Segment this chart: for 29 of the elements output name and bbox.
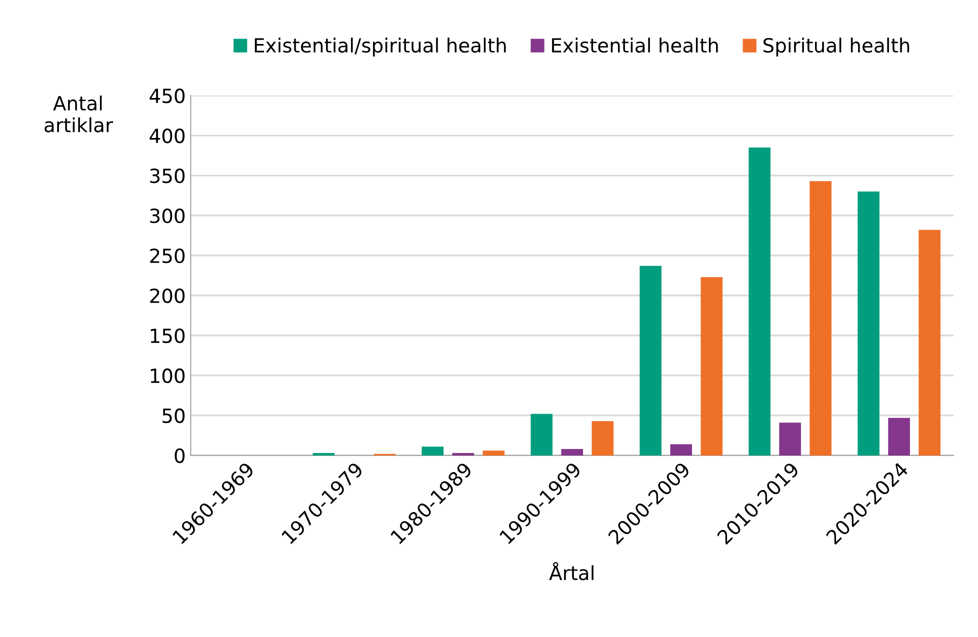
bar bbox=[888, 418, 910, 456]
bar bbox=[670, 444, 692, 456]
legend-label: Existential health bbox=[552, 38, 718, 53]
bar bbox=[700, 277, 723, 456]
y-tick-label: 350 bbox=[150, 168, 185, 184]
y-tick-label: 200 bbox=[150, 288, 185, 304]
y-tick-label: 0 bbox=[174, 448, 185, 464]
bar bbox=[592, 421, 614, 456]
bar bbox=[858, 192, 880, 456]
bar bbox=[561, 449, 584, 456]
y-tick-label: 50 bbox=[162, 408, 185, 424]
legend-label: Spiritual health bbox=[764, 38, 910, 56]
bar bbox=[640, 266, 662, 456]
legend-label: Existential/spiritual health bbox=[254, 38, 506, 56]
bar bbox=[482, 450, 505, 456]
bar bbox=[918, 230, 940, 456]
bar bbox=[422, 446, 444, 456]
x-axis-title: Årtal bbox=[549, 562, 594, 580]
y-tick-label: 250 bbox=[150, 248, 185, 264]
bar bbox=[530, 414, 553, 456]
y-tick-label: 300 bbox=[150, 208, 185, 224]
bar bbox=[748, 148, 770, 456]
y-axis-title: Antal artiklar bbox=[44, 96, 113, 132]
y-tick-label: 100 bbox=[150, 368, 185, 384]
y-tick-label: 400 bbox=[150, 128, 185, 144]
bar bbox=[810, 181, 832, 456]
y-tick-label: 150 bbox=[150, 328, 185, 344]
bar bbox=[779, 422, 801, 456]
y-tick-label: 450 bbox=[150, 88, 185, 104]
